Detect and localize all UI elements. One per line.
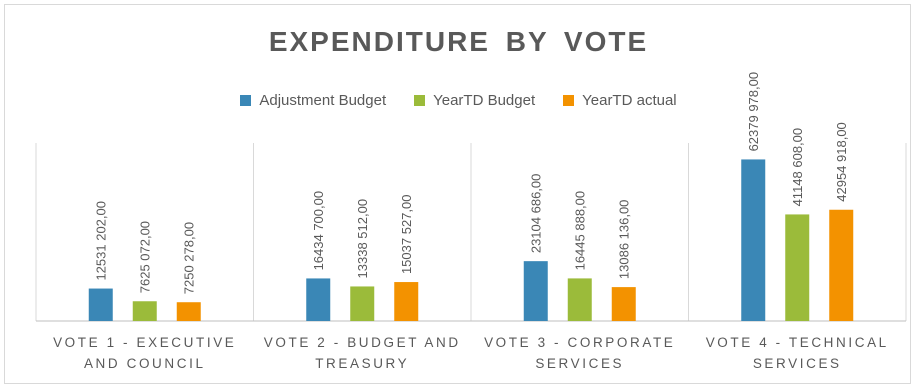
bar	[829, 209, 854, 321]
data-label: 13338 512,00	[355, 199, 370, 279]
legend-label-yeartd-actual: YearTD actual	[582, 92, 677, 109]
category-label: AND COUNCIL	[84, 356, 206, 371]
bar	[88, 288, 113, 321]
legend-label-yeartd-budget: YearTD Budget	[433, 92, 536, 109]
category-label: VOTE 1 - EXECUTIVE	[53, 335, 236, 350]
data-label: 7625 072,00	[138, 221, 153, 293]
category-label: TREASURY	[315, 356, 409, 371]
category-label: SERVICES	[535, 356, 624, 371]
chart-title: EXPENDITURE BY VOTE	[268, 26, 649, 57]
data-label: 41148 608,00	[790, 128, 805, 207]
bar	[132, 301, 157, 321]
bar	[350, 286, 375, 321]
bar	[611, 287, 636, 321]
bar	[567, 278, 592, 321]
category-label: VOTE 2 - BUDGET AND	[264, 335, 461, 350]
legend-swatch-yeartd-budget	[414, 95, 426, 106]
bar	[785, 214, 810, 321]
data-label: 7250 278,00	[182, 222, 197, 294]
data-label: 62379 978,00	[746, 72, 761, 152]
chart-legend: Adjustment Budget YearTD Budget YearTD a…	[0, 92, 917, 109]
category-label: SERVICES	[753, 356, 842, 371]
legend-swatch-adjustment-budget	[240, 95, 252, 106]
data-label: 12531 202,00	[94, 201, 109, 281]
legend-item-yeartd-actual: YearTD actual	[563, 92, 677, 109]
data-label: 42954 918,00	[834, 122, 849, 202]
bar	[394, 282, 419, 321]
chart-frame	[4, 4, 911, 384]
bar	[741, 159, 766, 321]
data-label: 16445 888,00	[573, 191, 588, 271]
bar	[176, 302, 201, 321]
data-label: 16434 700,00	[311, 191, 326, 271]
legend-label-adjustment-budget: Adjustment Budget	[259, 92, 387, 109]
category-label: VOTE 3 - CORPORATE	[484, 335, 675, 350]
data-label: 23104 686,00	[529, 174, 544, 254]
legend-item-yeartd-budget: YearTD Budget	[414, 92, 535, 109]
legend-item-adjustment-budget: Adjustment Budget	[240, 92, 386, 109]
data-label: 15037 527,00	[399, 195, 414, 275]
legend-swatch-yeartd-actual	[563, 95, 575, 106]
category-label: VOTE 4 - TECHNICAL	[706, 335, 889, 350]
bar	[523, 261, 548, 321]
data-label: 13086 136,00	[617, 200, 632, 280]
bar	[306, 278, 331, 321]
